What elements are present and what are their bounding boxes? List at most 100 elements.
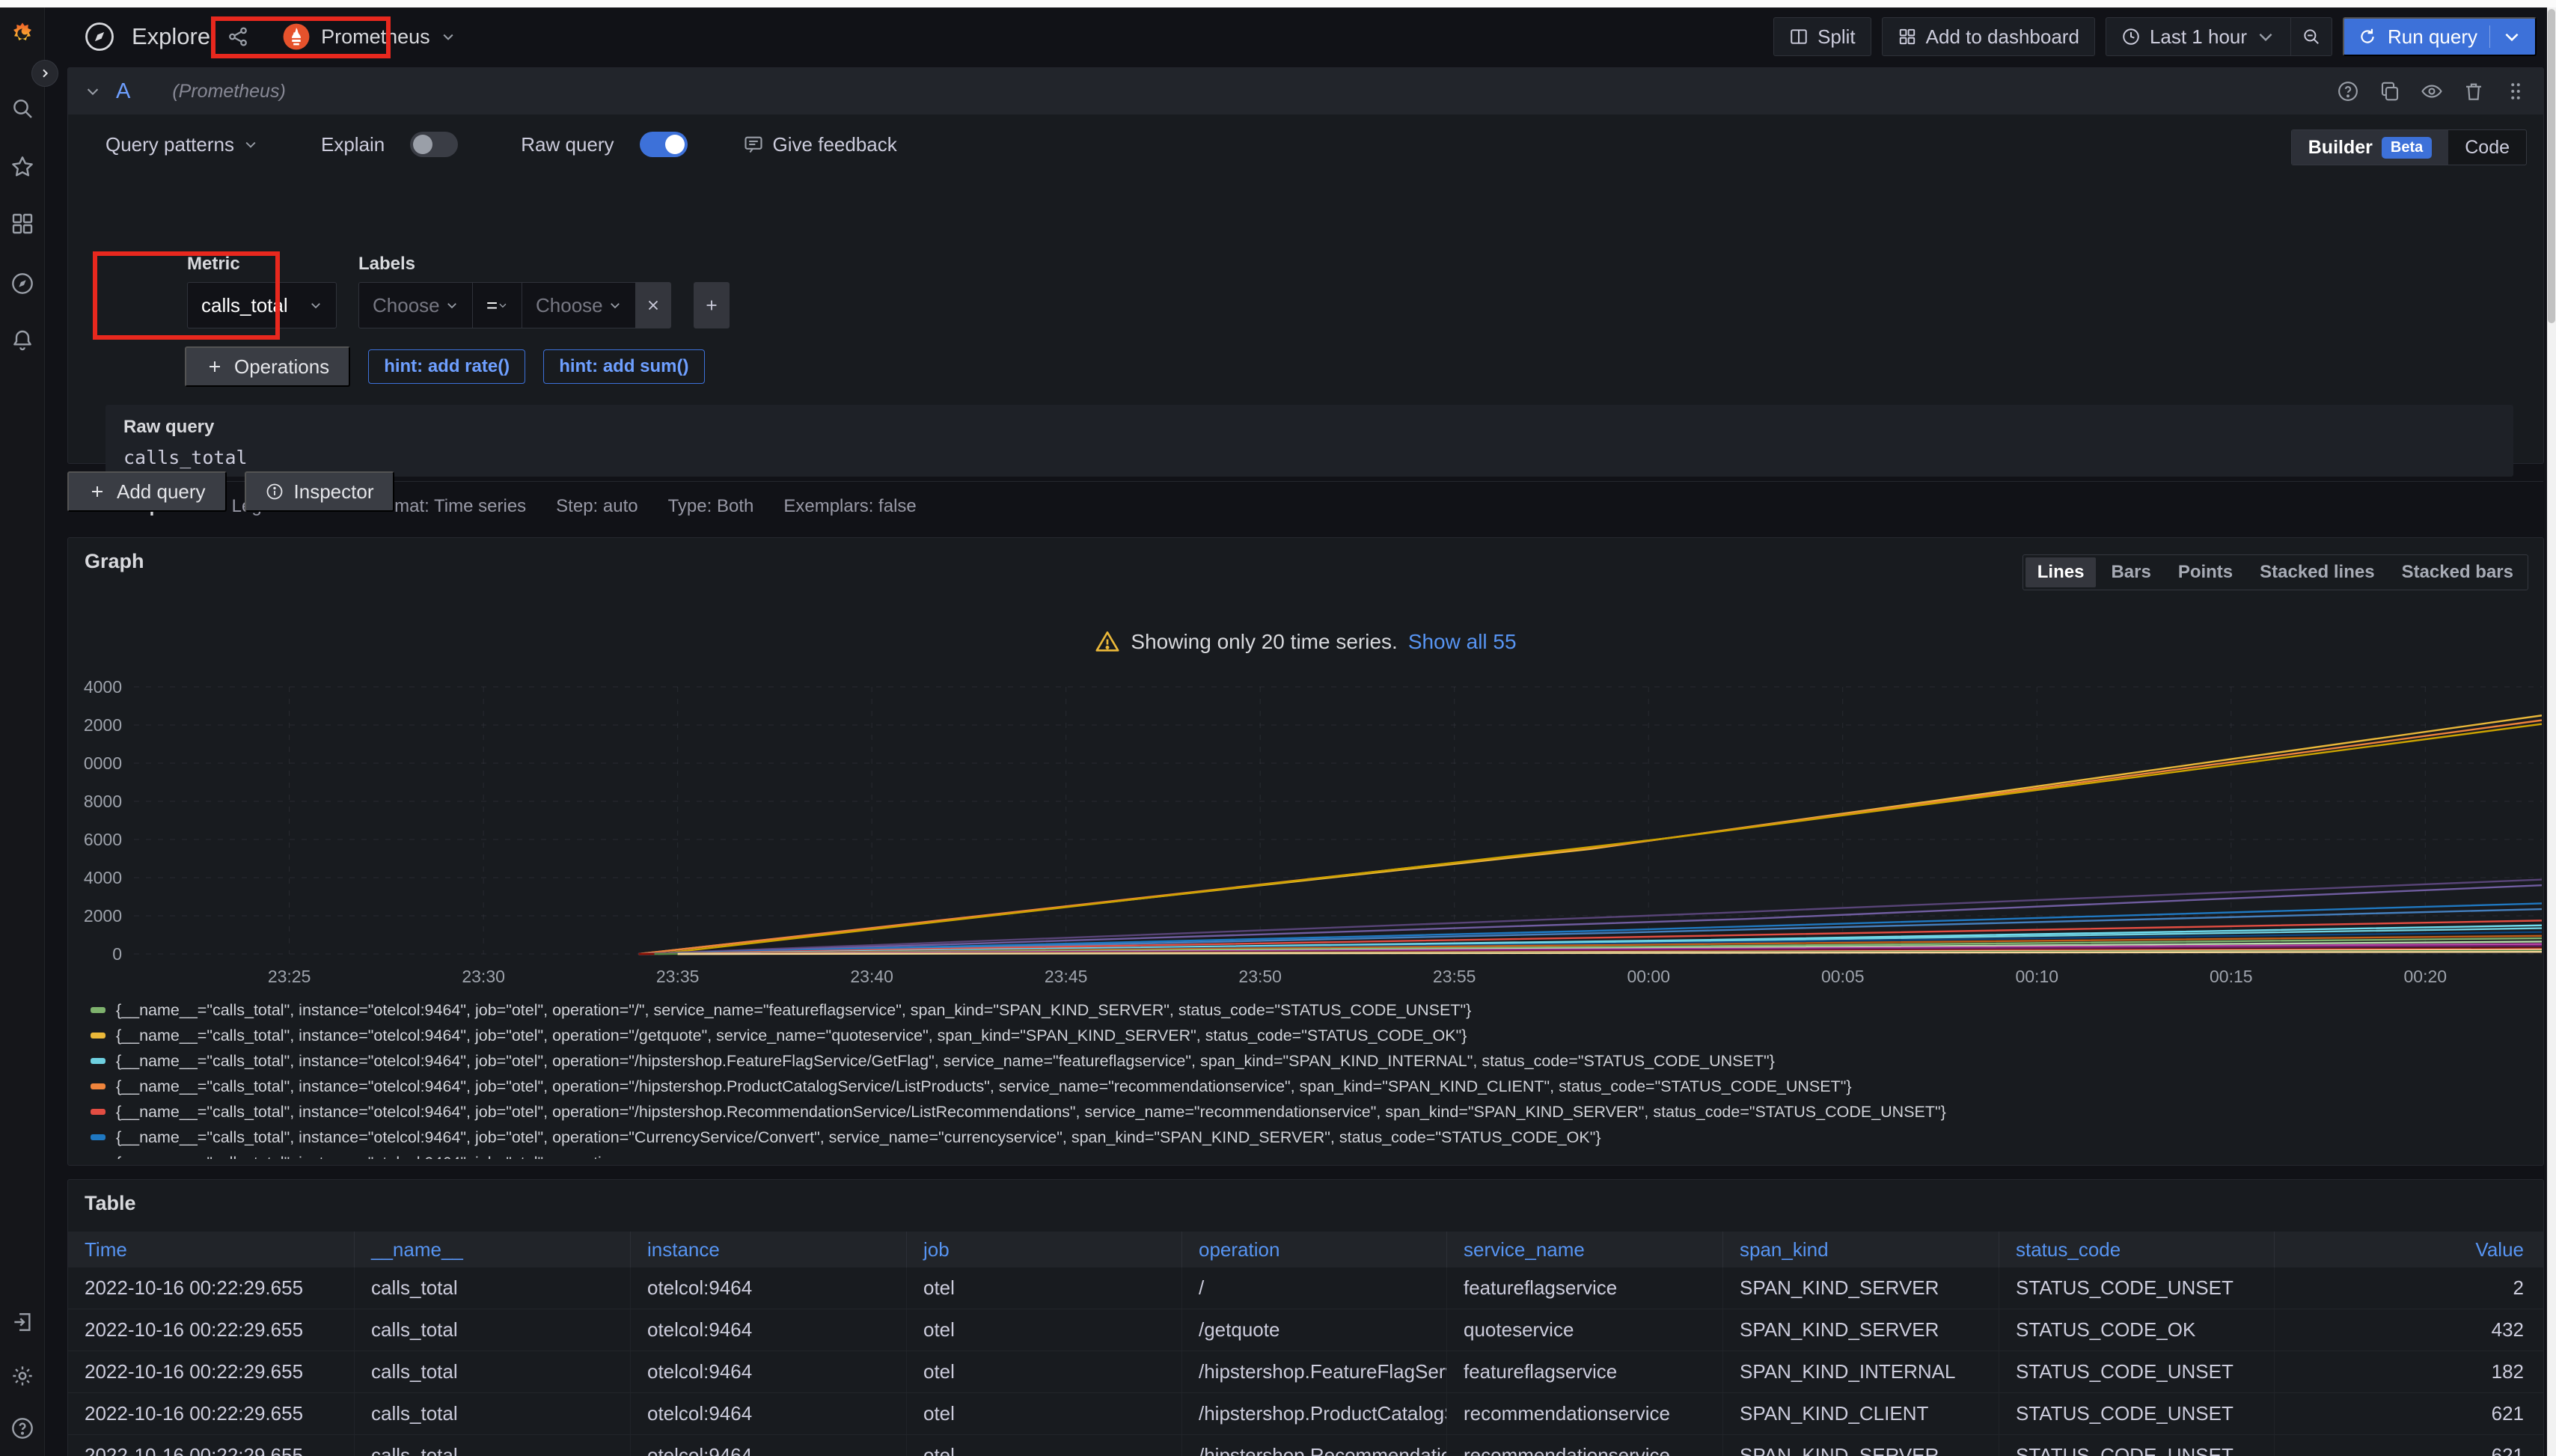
y-axis-tick-label: 10000 [83,753,122,773]
legend-item[interactable]: {__name__="calls_total", instance="otelc… [91,997,2522,1023]
raw-query-value: calls_total [123,447,248,468]
disable-query-eye-icon[interactable] [2421,80,2443,103]
legend-item[interactable]: {__name__="calls_total", instance="otelc… [91,1099,2522,1125]
dashboards-icon[interactable] [10,211,35,236]
starred-icon[interactable] [10,154,35,180]
legend-swatch-icon [91,1109,106,1115]
graph-mode-bars[interactable]: Bars [2111,562,2151,582]
column-header-job[interactable]: job [907,1232,1182,1267]
info-circle-icon [266,483,282,500]
table-cell: otelcol:9464 [631,1309,907,1351]
legend-item[interactable]: {__name__="calls_total", instance="otelc… [91,1125,2522,1150]
table-cell: SPAN_KIND_SERVER [1723,1267,1999,1309]
legend-series-label: {__name__="calls_total", instance="otelc… [116,1051,1775,1070]
time-series-chart[interactable]: 0 2000 4000 6000 8000 10000 12000 14000 23:25 23:… [83,674,2542,987]
explore-compass-icon[interactable] [10,271,35,296]
table-cell: featureflagservice [1447,1267,1723,1309]
search-icon[interactable] [10,96,35,121]
delete-query-trash-icon[interactable] [2462,80,2485,103]
chevron-down-icon [611,303,620,309]
apps-grid-icon [1899,28,1915,45]
graph-mode-lines[interactable]: Lines [2025,557,2097,587]
hint-add-rate-button[interactable]: hint: add rate() [368,349,526,384]
browser-scrollbar[interactable] [2547,7,2556,1456]
query-help-icon[interactable] [2337,80,2359,103]
sign-in-icon[interactable] [10,1309,35,1335]
show-all-series-link[interactable]: Show all 55 [1407,630,1517,653]
column-header-servicename[interactable]: service_name [1447,1232,1723,1267]
label-operator-select[interactable]: = [472,282,522,328]
datasource-picker[interactable]: Prometheus [272,16,466,57]
table-cell: otelcol:9464 [631,1351,907,1392]
raw-query-label: Raw query [521,132,614,156]
legend-series-label: {__name__="calls_total", instance="otelc… [116,1000,1472,1019]
column-header-name[interactable]: __name__ [355,1232,631,1267]
time-range-picker[interactable]: Last 1 hour [2105,17,2291,56]
legend-item[interactable]: {__name__="calls_total", instance="otelc… [91,1074,2522,1099]
column-header-statuscode[interactable]: status_code [1999,1232,2275,1267]
duplicate-query-icon[interactable] [2379,80,2401,103]
graph-mode-stacked-bars[interactable]: Stacked bars [2401,562,2513,582]
table-cell: STATUS_CODE_UNSET [1999,1351,2275,1392]
builder-mode-tab[interactable]: Builder Beta [2291,130,2449,165]
settings-gear-icon[interactable] [10,1363,35,1389]
query-ref-id[interactable]: A [116,79,131,103]
legend-item[interactable]: {__name__="calls_total", instance="otelc… [91,1048,2522,1074]
add-to-dashboard-button[interactable]: Add to dashboard [1881,17,2095,56]
add-query-button[interactable]: Add query [67,471,227,512]
grafana-logo-icon[interactable] [10,21,35,46]
table-header-row: Time __name__ instance job operation service_… [68,1232,2543,1267]
table-cell: 182 [2491,1360,2524,1383]
table-cell: 621 [2491,1402,2524,1425]
give-feedback-link[interactable]: Give feedback [743,133,897,156]
legend-item[interactable]: {__name__="calls_total", instance="otelc… [91,1023,2522,1048]
graph-mode-points[interactable]: Points [2177,562,2234,582]
table-cell: STATUS_CODE_UNSET [1999,1267,2275,1309]
legend-item[interactable]: {__name__="calls_total", instance="otelc… [91,1150,2522,1160]
sidebar-expand-button[interactable] [31,60,58,87]
series-line [677,950,2542,955]
hint-add-sum-button[interactable]: hint: add sum() [543,349,705,384]
alerting-bell-icon[interactable] [10,328,35,353]
raw-query-preview: Raw query calls_total [106,405,2513,477]
run-query-button[interactable]: Run query [2343,17,2537,56]
table-cell: STATUS_CODE_OK [1999,1309,2275,1351]
help-icon[interactable] [10,1416,35,1441]
column-header-operation[interactable]: operation [1182,1232,1447,1267]
column-header-Value[interactable]: Value [2475,1238,2524,1261]
raw-query-toggle[interactable] [639,132,688,157]
zoom-out-time-button[interactable] [2290,17,2333,56]
chevron-down-icon[interactable] [2502,27,2522,46]
explain-toggle[interactable] [410,132,459,157]
table-cell: calls_total [355,1393,631,1434]
code-mode-tab[interactable]: Code [2465,136,2510,158]
query-datasource-hint: (Prometheus) [172,80,286,102]
column-header-instance[interactable]: instance [631,1232,907,1267]
remove-label-filter-button[interactable] [635,282,671,328]
collapse-chevron-icon[interactable] [85,83,101,100]
query-row-header[interactable]: A (Prometheus) [68,68,2543,114]
column-header-spankind[interactable]: span_kind [1723,1232,1999,1267]
column-header-Time[interactable]: Time [68,1232,355,1267]
label-name-select[interactable]: Choose [358,282,472,328]
query-options-row[interactable]: Options Legend: AutoFormat: Time seriesS… [68,481,2543,530]
warning-triangle-icon [1095,631,1119,652]
inspector-button[interactable]: Inspector [244,471,395,512]
query-patterns-dropdown[interactable]: Query patterns [106,133,258,156]
split-button[interactable]: Split [1773,17,1871,56]
table-row: 2022-10-16 00:22:29.655 calls_total otelco… [68,1435,2543,1456]
share-icon[interactable] [227,25,249,48]
table-cell: otelcol:9464 [631,1393,907,1434]
add-operation-button[interactable]: Operations [185,346,351,387]
series-line [638,902,2542,955]
drag-handle-icon[interactable] [2504,80,2527,103]
scrollbar-thumb[interactable] [2548,9,2555,323]
page-title: Explore [132,23,211,49]
graph-mode-stacked-lines[interactable]: Stacked lines [2260,562,2375,582]
add-label-filter-button[interactable] [694,282,730,328]
x-axis-tick-label: 23:40 [850,967,893,986]
table-cell: 2022-10-16 00:22:29.655 [68,1351,355,1392]
metric-select[interactable]: calls_total [187,282,337,328]
label-value-select[interactable]: Choose [522,282,635,328]
table-row: 2022-10-16 00:22:29.655 calls_total otelco… [68,1267,2543,1309]
